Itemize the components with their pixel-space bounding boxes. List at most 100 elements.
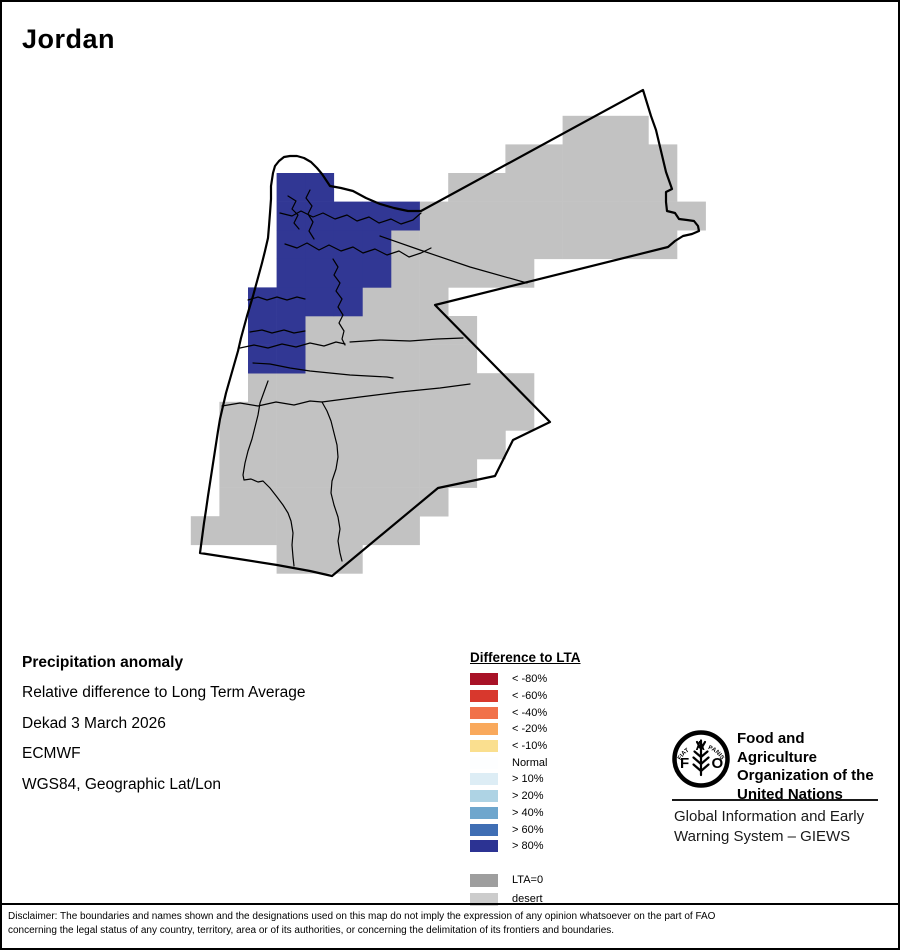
disclaimer-line2: concerning the legal status of any count… (8, 924, 615, 936)
legend-row: > 60% (470, 821, 610, 838)
desert-cell (619, 201, 649, 231)
desert-cell (391, 344, 420, 374)
desert-cell (276, 401, 306, 431)
fao-divider (672, 799, 878, 801)
admin-boundaries (221, 189, 528, 567)
desert-cell (305, 487, 335, 517)
desert-cell (448, 201, 478, 231)
fao-org-line2: Organization of the (737, 767, 874, 784)
desert-cell (391, 487, 420, 517)
fao-logo-ring (672, 730, 730, 788)
admin-boundary-line (379, 235, 528, 284)
desert-cell (619, 115, 649, 145)
legend-row: < -60% (470, 688, 610, 705)
admin-boundary-line (284, 242, 432, 258)
anomaly-cell (305, 258, 335, 288)
desert-cell (562, 144, 592, 174)
legend-row: > 40% (470, 805, 610, 822)
desert-cell (276, 430, 306, 460)
anomaly-cell (276, 287, 306, 317)
desert-cell (505, 201, 535, 231)
legend-label: > 10% (512, 773, 544, 786)
desert-cell (391, 401, 420, 431)
legend-swatch (470, 673, 498, 686)
legend-swatch (470, 690, 498, 703)
desert-cell (305, 430, 335, 460)
admin-boundary-line (249, 329, 306, 334)
desert-cell (362, 344, 392, 374)
desert-cell (448, 430, 478, 460)
anomaly-cell (333, 230, 363, 260)
desert-cell (333, 344, 363, 374)
admin-boundary-line (287, 195, 300, 230)
legend-row: > 80% (470, 838, 610, 855)
admin-boundary-line (239, 341, 346, 349)
legend-row: < -40% (470, 704, 610, 721)
legend-row: desert (470, 890, 610, 909)
legend-swatch (470, 892, 498, 906)
desert-cell (219, 401, 249, 431)
fao-letter-o: O (712, 755, 724, 772)
info-line-source: ECMWF (22, 745, 81, 762)
desert-cell (591, 144, 621, 174)
legend-swatch (470, 790, 498, 803)
admin-boundary-line (247, 296, 306, 301)
anomaly-cell (305, 287, 335, 317)
legend-rows: < -80% < -60% < -40% < -20% < -10% Normal > 10… (470, 671, 610, 855)
legend-row: > 20% (470, 788, 610, 805)
anomaly-cell (248, 344, 277, 374)
anomaly-cell (305, 173, 335, 202)
legend-label: LTA=0 (512, 874, 544, 887)
desert-cell (248, 459, 277, 488)
disclaimer: Disclaimer: The boundaries and names sho… (8, 910, 892, 937)
info-line-dekad: Dekad 3 March 2026 (22, 714, 166, 732)
desert-cell (648, 230, 678, 260)
desert-cell (248, 401, 277, 431)
giews-name: Global Information and Early Warning Sys… (674, 807, 864, 846)
admin-boundary-line (242, 380, 295, 567)
desert-cell (219, 430, 249, 460)
country-border (198, 88, 701, 578)
desert-cell (391, 459, 420, 488)
desert-cell (219, 459, 249, 488)
desert-cell (276, 459, 306, 488)
desert-cell (362, 430, 392, 460)
desert-cell (391, 258, 420, 288)
desert-cell (219, 516, 249, 546)
desert-cell (219, 487, 249, 517)
desert-cell (476, 401, 506, 431)
admin-boundary-line (321, 383, 471, 403)
desert-cell (448, 344, 478, 374)
desert-cell (476, 230, 506, 260)
anomaly-cell (391, 201, 420, 231)
desert-cell (448, 373, 478, 403)
desert-cell (419, 344, 449, 374)
legend-label: desert (512, 893, 543, 906)
desert-cell (305, 544, 335, 574)
desert-cell (419, 401, 449, 431)
legend-title: Difference to LTA (470, 650, 581, 665)
disclaimer-divider (0, 903, 900, 905)
desert-cell (562, 201, 592, 231)
legend-extra-rows: LTA=0 desert (470, 871, 610, 909)
anomaly-cell (276, 230, 306, 260)
desert-cell (534, 201, 563, 231)
desert-cell (248, 516, 277, 546)
giews-line1: Global Information and Early (674, 808, 865, 825)
desert-cell (562, 230, 592, 260)
admin-boundary-line (221, 400, 343, 562)
legend-row: > 10% (470, 771, 610, 788)
info-heading: Precipitation anomaly (22, 654, 184, 671)
anomaly-cell (248, 287, 277, 317)
legend-swatch (470, 806, 498, 819)
desert-cell (419, 201, 449, 231)
desert-cell (248, 430, 277, 460)
legend-gap (470, 855, 610, 871)
fao-org-line1: Food and Agriculture (737, 730, 818, 766)
desert-cell (591, 115, 621, 145)
fao-letter-f: F (680, 755, 689, 772)
info-line-projection: WGS84, Geographic Lat/Lon (22, 775, 222, 793)
legend-swatch (470, 773, 498, 786)
desert-cell (333, 316, 363, 345)
fao-org-name: Food and Agriculture Organization of the… (737, 730, 882, 804)
